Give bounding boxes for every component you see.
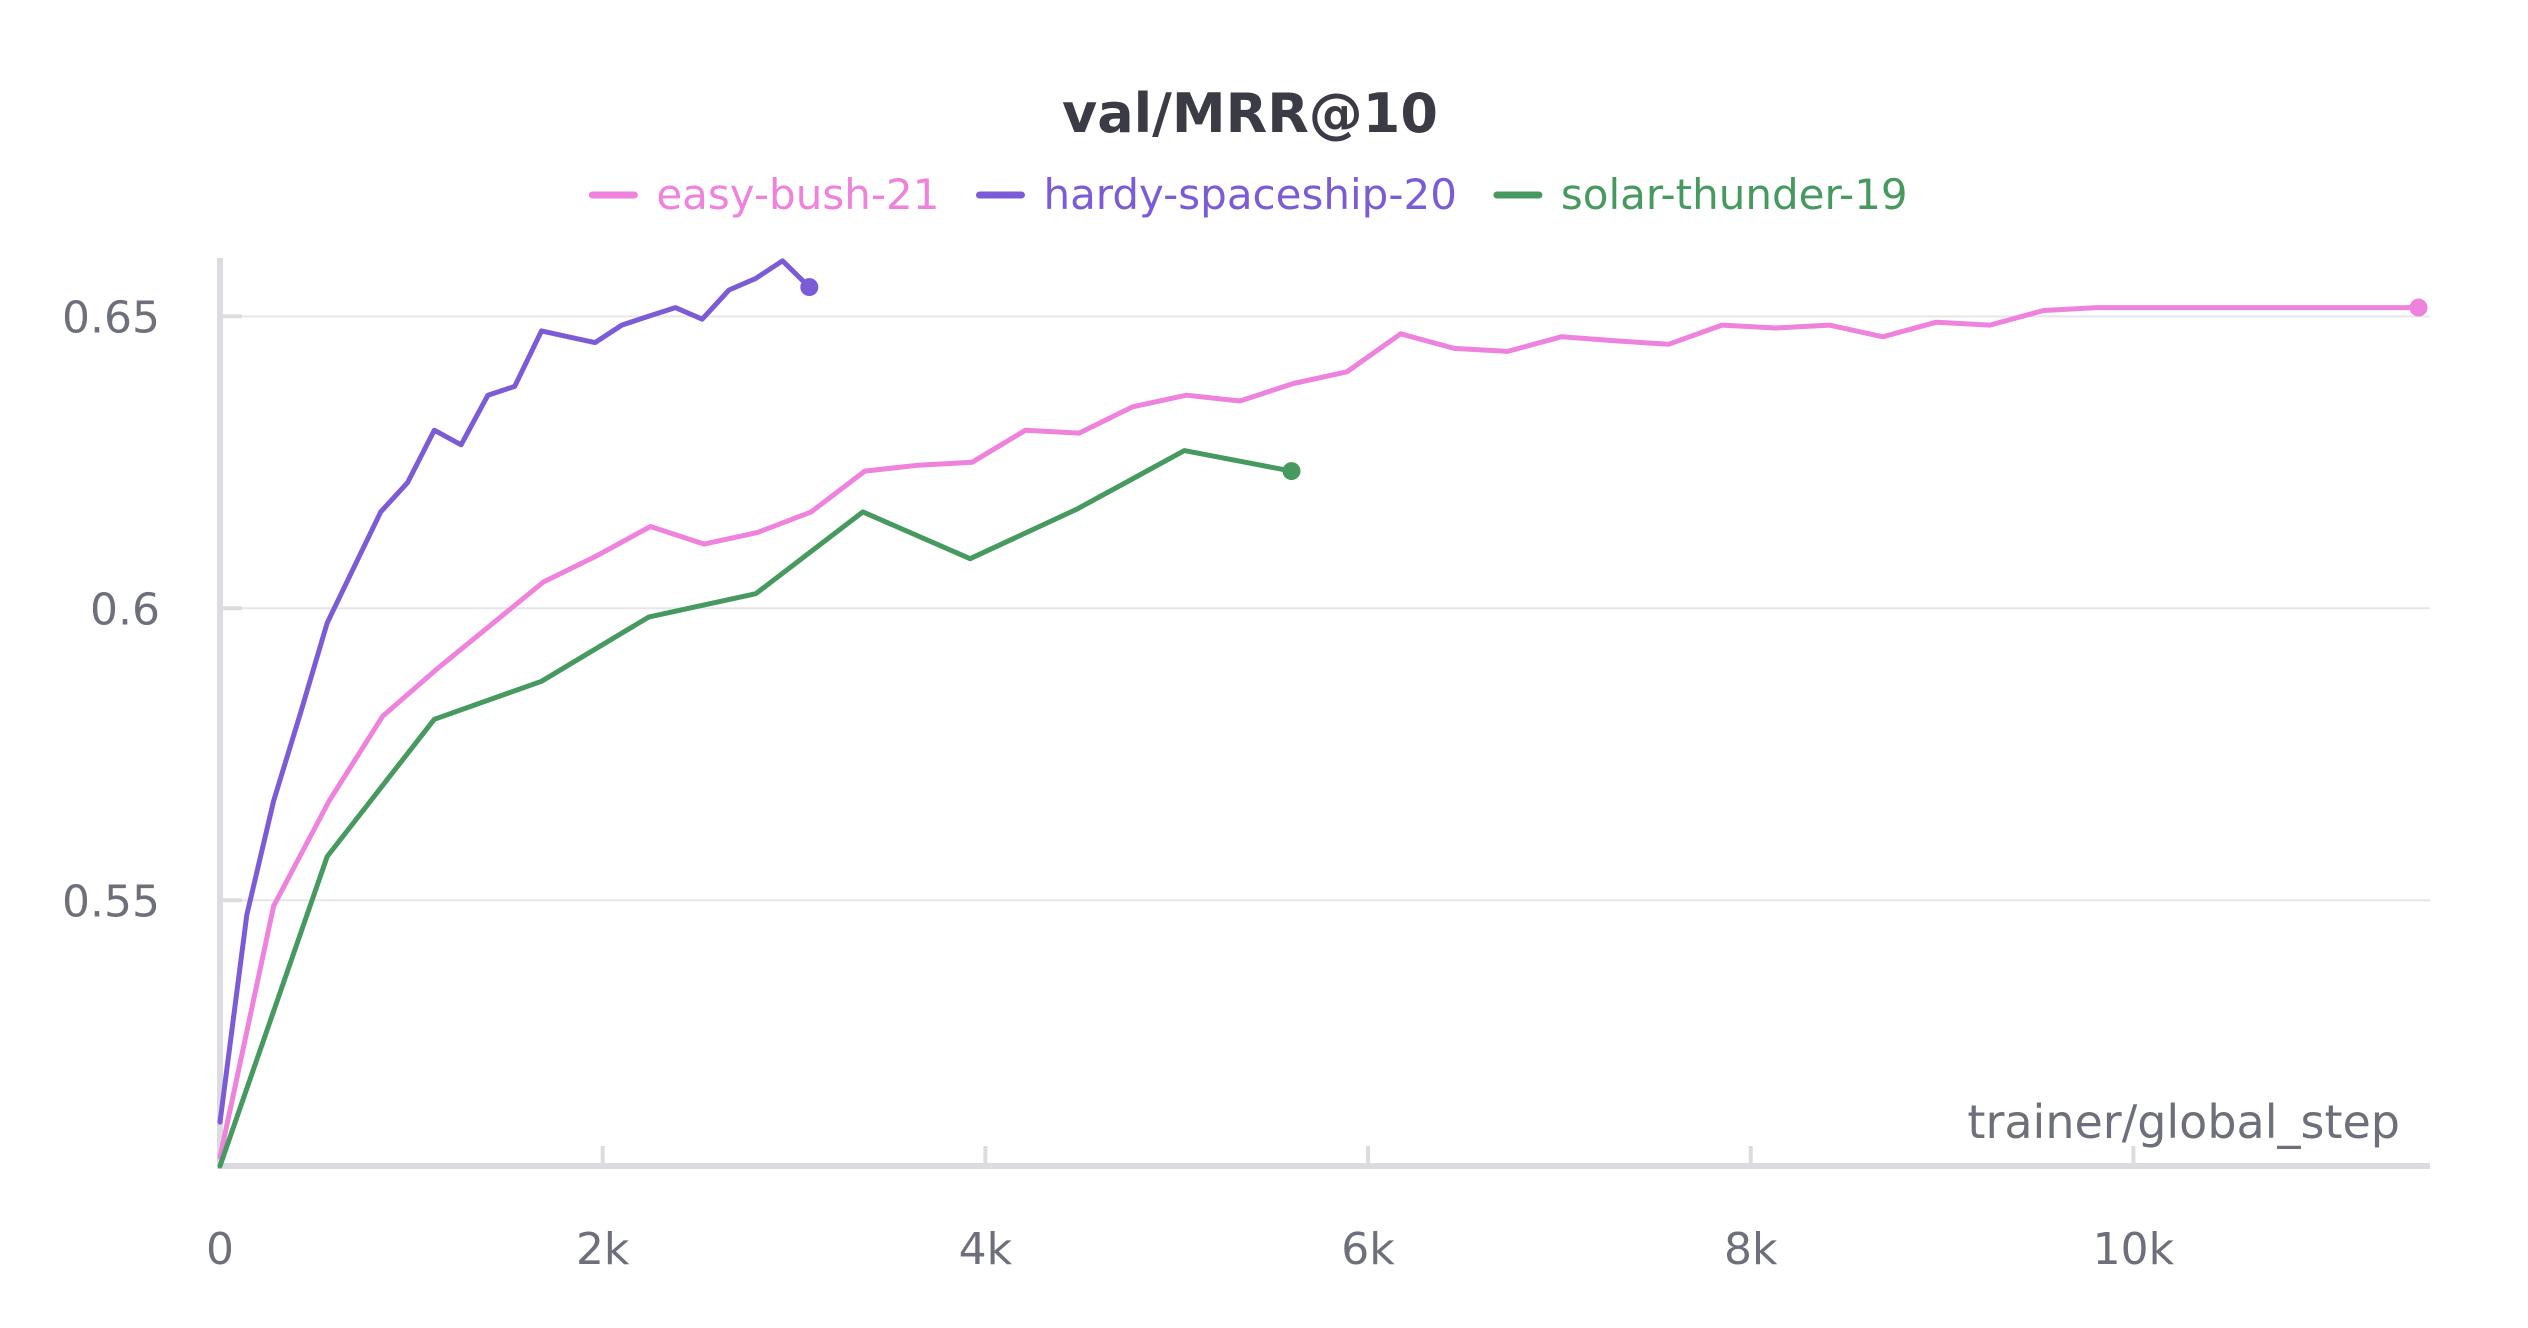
x-tick-label: 2k (576, 1224, 630, 1275)
grid (220, 315, 2430, 902)
legend-item[interactable]: solar-thunder-19 (1493, 170, 1908, 219)
x-tick-label: 6k (1341, 1224, 1395, 1275)
x-tick-label: 4k (959, 1224, 1013, 1275)
chart-title: val/MRR@10 (1062, 82, 1438, 145)
series-line-easy-bush-21 (217, 305, 2421, 1160)
legend-label: solar-thunder-19 (1561, 170, 1908, 219)
series-line-hardy-spaceship-20 (217, 258, 812, 1125)
y-tick-label: 0.6 (90, 584, 160, 635)
series-end-point-easy-bush-21 (2409, 298, 2428, 317)
series-end-point-solar-thunder-19 (1282, 462, 1301, 481)
legend-label: hardy-spaceship-20 (1043, 170, 1456, 219)
x-axis-label: trainer/global_step (1967, 1095, 2400, 1149)
axes: 0.55 0.6 0.65 0 2k 4k 6k 8k 10k (62, 258, 2430, 1275)
x-tick-label: 0 (206, 1224, 234, 1275)
legend-item[interactable]: easy-bush-21 (588, 170, 939, 219)
series-layer (217, 258, 2428, 1169)
legend: easy-bush-21 hardy-spaceship-20 solar-thun… (588, 170, 1908, 219)
x-tick-label: 10k (2093, 1224, 2175, 1275)
legend-label: easy-bush-21 (656, 170, 939, 219)
series-line-solar-thunder-19 (217, 448, 1294, 1169)
legend-item[interactable]: hardy-spaceship-20 (975, 170, 1457, 219)
y-tick-label: 0.65 (62, 292, 160, 343)
y-tick-label: 0.55 (62, 876, 160, 927)
series-end-point-hardy-spaceship-20 (800, 278, 819, 297)
x-tick-label: 8k (1724, 1224, 1778, 1275)
